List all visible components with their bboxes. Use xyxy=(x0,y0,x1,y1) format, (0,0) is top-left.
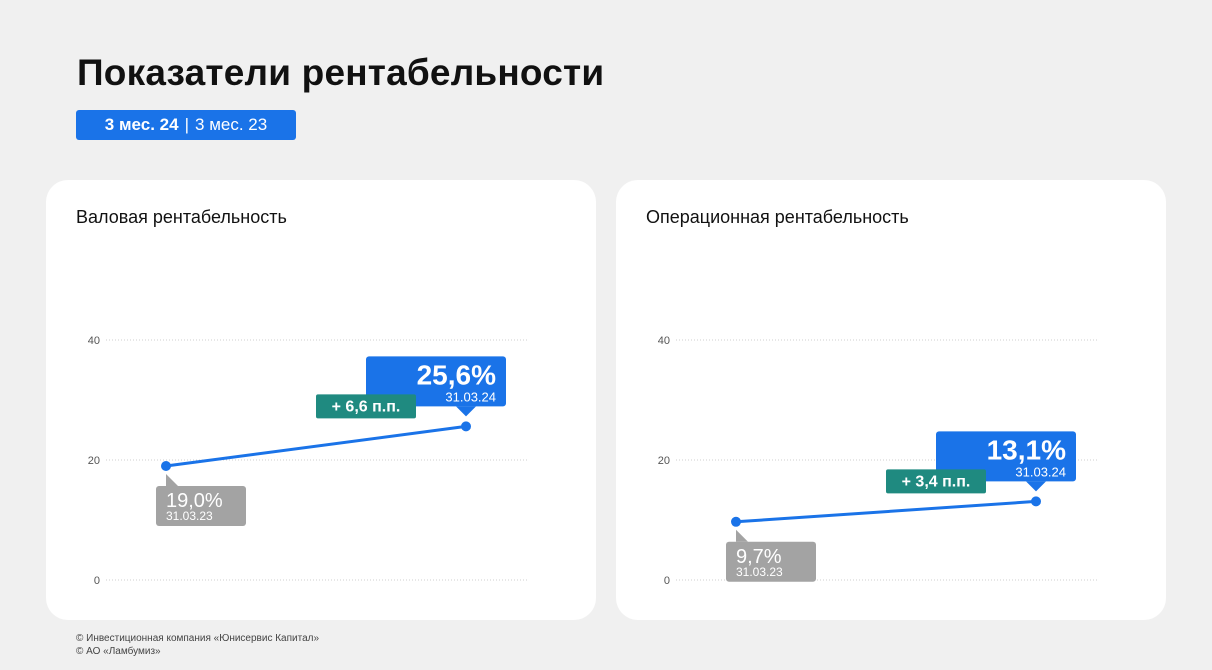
operating-margin-chart: 0 20 40 9,7%31.03.23 13,1%31.03.24 + 3,4 п.п. xyxy=(658,335,1098,587)
delta-badge xyxy=(316,394,416,419)
y-tick-label: 20 xyxy=(658,455,670,467)
current-value-label: 13,1% xyxy=(987,434,1066,465)
footer: © Инвестиционная компания «Юнисервис Кап… xyxy=(76,632,319,658)
delta-label: + 3,4 п.п. xyxy=(902,473,971,490)
current-date-label: 31.03.24 xyxy=(445,389,496,404)
operating-margin-title: Операционная рентабельность xyxy=(646,207,909,227)
prior-bubble xyxy=(726,541,816,582)
period-separator: | xyxy=(184,115,190,134)
period-toggle[interactable]: 3 мес. 24 | 3 мес. 23 xyxy=(76,110,296,140)
gross-margin-card: Валовая рентабельность 0 20 40 19,0% 31.03.2… xyxy=(46,180,596,620)
data-point xyxy=(161,461,171,471)
data-point xyxy=(731,516,741,527)
data-point xyxy=(461,421,471,432)
current-value-label: 25,6% xyxy=(417,359,496,390)
gross-margin-chart: 0 20 40 19,0%31.03.23 25,6%31.03.24 + 6,6 п.п… xyxy=(88,335,528,587)
page-title: Показатели рентабельности xyxy=(77,52,605,93)
delta-badge xyxy=(886,469,986,494)
footer-line-1: © Инвестиционная компания «Юнисервис Кап… xyxy=(76,633,320,644)
prior-bubble xyxy=(156,486,246,526)
delta-label: + 6,6 п.п. xyxy=(332,398,401,415)
prior-date-label: 31.03.23 xyxy=(166,509,213,523)
period-previous[interactable]: 3 мес. 23 xyxy=(195,115,268,134)
prior-value-label: 19,0% xyxy=(166,490,223,512)
footer-line-2: © АО «Ламбумиз» xyxy=(76,646,161,657)
y-tick-label: 20 xyxy=(88,455,100,467)
data-point xyxy=(1031,496,1041,507)
current-bubble xyxy=(366,356,506,407)
current-bubble-pointer xyxy=(1026,481,1046,492)
current-bubble-pointer xyxy=(456,406,476,417)
y-tick-label: 0 xyxy=(94,575,100,587)
gross-margin-title: Валовая рентабельность xyxy=(76,207,287,227)
prior-value-label: 9,7% xyxy=(736,546,782,568)
series-line xyxy=(164,424,468,468)
series-line xyxy=(734,499,1038,524)
y-tick-label: 40 xyxy=(88,335,100,347)
prior-bubble-pointer xyxy=(736,529,748,542)
period-current[interactable]: 3 мес. 24 xyxy=(104,115,179,134)
current-date-label: 31.03.24 xyxy=(1015,464,1066,479)
prior-bubble-pointer xyxy=(166,474,178,486)
current-bubble xyxy=(936,431,1076,482)
prior-date-label: 31.03.23 xyxy=(736,565,783,579)
operating-margin-card: Операционная рентабельность 0 20 40 9,7% 31.… xyxy=(616,180,1166,620)
y-tick-label: 0 xyxy=(664,575,670,587)
y-tick-label: 40 xyxy=(658,335,670,347)
